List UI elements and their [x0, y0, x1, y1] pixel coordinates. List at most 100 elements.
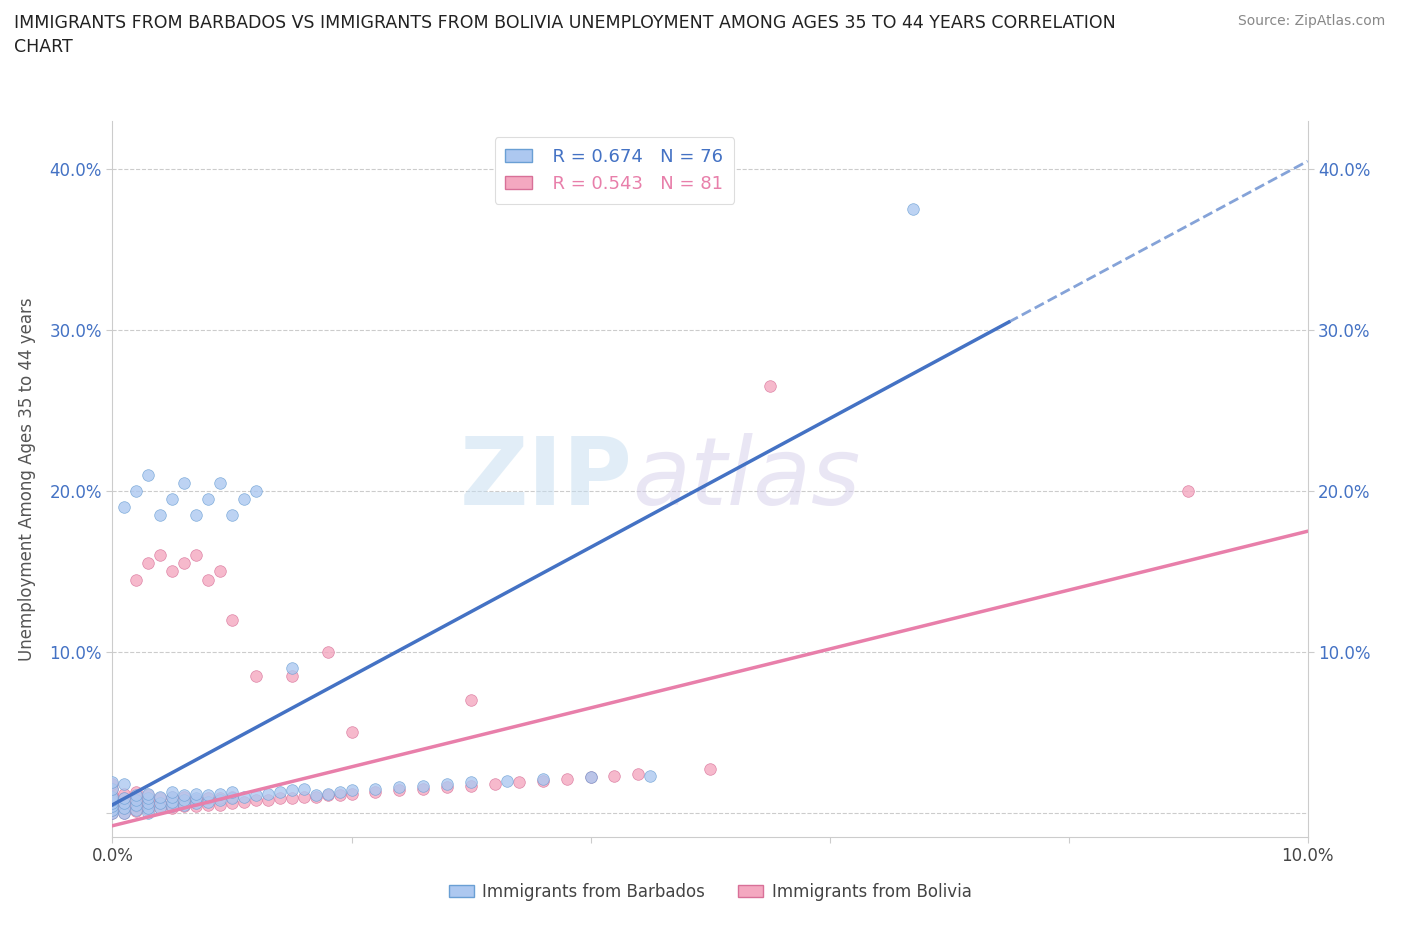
Point — [162, 801, 183, 816]
Point — [316, 644, 339, 659]
Point — [138, 790, 160, 805]
Point — [149, 508, 172, 523]
Point — [209, 797, 232, 812]
Point — [101, 792, 124, 807]
Point — [186, 508, 208, 523]
Point — [114, 499, 135, 514]
Point — [114, 805, 135, 820]
Point — [173, 475, 195, 490]
Point — [162, 790, 183, 804]
Point — [101, 805, 124, 820]
Point — [114, 777, 135, 791]
Point — [138, 796, 160, 811]
Point — [173, 788, 195, 803]
Point — [149, 790, 172, 804]
Point — [125, 792, 148, 807]
Point — [903, 202, 925, 217]
Point — [173, 792, 195, 807]
Text: ZIP: ZIP — [460, 433, 633, 525]
Point — [329, 788, 352, 803]
Point — [257, 786, 280, 801]
Point — [125, 785, 148, 800]
Point — [149, 796, 172, 811]
Point — [197, 788, 219, 803]
Point — [436, 777, 458, 791]
Point — [162, 799, 183, 814]
Point — [281, 783, 304, 798]
Point — [531, 772, 554, 787]
Point — [221, 508, 243, 523]
Point — [1177, 484, 1199, 498]
Point — [281, 790, 304, 805]
Point — [579, 770, 602, 785]
Point — [138, 468, 160, 483]
Point — [508, 775, 530, 790]
Point — [114, 790, 135, 805]
Point — [173, 799, 195, 814]
Point — [245, 792, 267, 807]
Point — [209, 790, 232, 805]
Point — [101, 796, 124, 811]
Text: Source: ZipAtlas.com: Source: ZipAtlas.com — [1237, 14, 1385, 28]
Point — [125, 794, 148, 809]
Point — [138, 792, 160, 807]
Point — [186, 548, 208, 563]
Point — [101, 803, 124, 817]
Point — [138, 556, 160, 571]
Point — [114, 805, 135, 820]
Point — [186, 792, 208, 807]
Point — [221, 612, 243, 627]
Point — [233, 790, 256, 804]
Point — [101, 775, 124, 790]
Point — [173, 556, 195, 571]
Point — [101, 799, 124, 814]
Point — [233, 794, 256, 809]
Point — [125, 799, 148, 814]
Point — [149, 796, 172, 811]
Point — [759, 379, 782, 394]
Point — [292, 781, 315, 796]
Point — [388, 779, 411, 794]
Point — [101, 796, 124, 811]
Point — [101, 792, 124, 807]
Legend: Immigrants from Barbados, Immigrants from Bolivia: Immigrants from Barbados, Immigrants fro… — [441, 876, 979, 908]
Point — [125, 788, 148, 803]
Point — [138, 805, 160, 820]
Point — [125, 572, 148, 587]
Point — [460, 778, 482, 793]
Text: atlas: atlas — [633, 433, 860, 525]
Point — [114, 786, 135, 801]
Point — [281, 660, 304, 675]
Point — [221, 790, 243, 804]
Point — [149, 790, 172, 805]
Point — [173, 790, 195, 804]
Point — [114, 796, 135, 811]
Point — [329, 785, 352, 800]
Point — [186, 796, 208, 811]
Point — [138, 801, 160, 816]
Point — [412, 781, 434, 796]
Point — [186, 786, 208, 801]
Point — [125, 484, 148, 498]
Point — [388, 783, 411, 798]
Point — [627, 767, 650, 782]
Point — [149, 801, 172, 816]
Point — [162, 785, 183, 800]
Point — [305, 790, 328, 804]
Point — [186, 799, 208, 814]
Point — [555, 772, 578, 787]
Point — [316, 788, 339, 803]
Point — [101, 777, 124, 791]
Point — [245, 484, 267, 498]
Point — [101, 781, 124, 796]
Point — [197, 797, 219, 812]
Point — [101, 790, 124, 804]
Point — [305, 788, 328, 803]
Point — [125, 804, 148, 818]
Point — [197, 794, 219, 809]
Point — [114, 801, 135, 816]
Point — [496, 773, 519, 788]
Point — [173, 794, 195, 809]
Point — [114, 801, 135, 816]
Point — [173, 797, 195, 812]
